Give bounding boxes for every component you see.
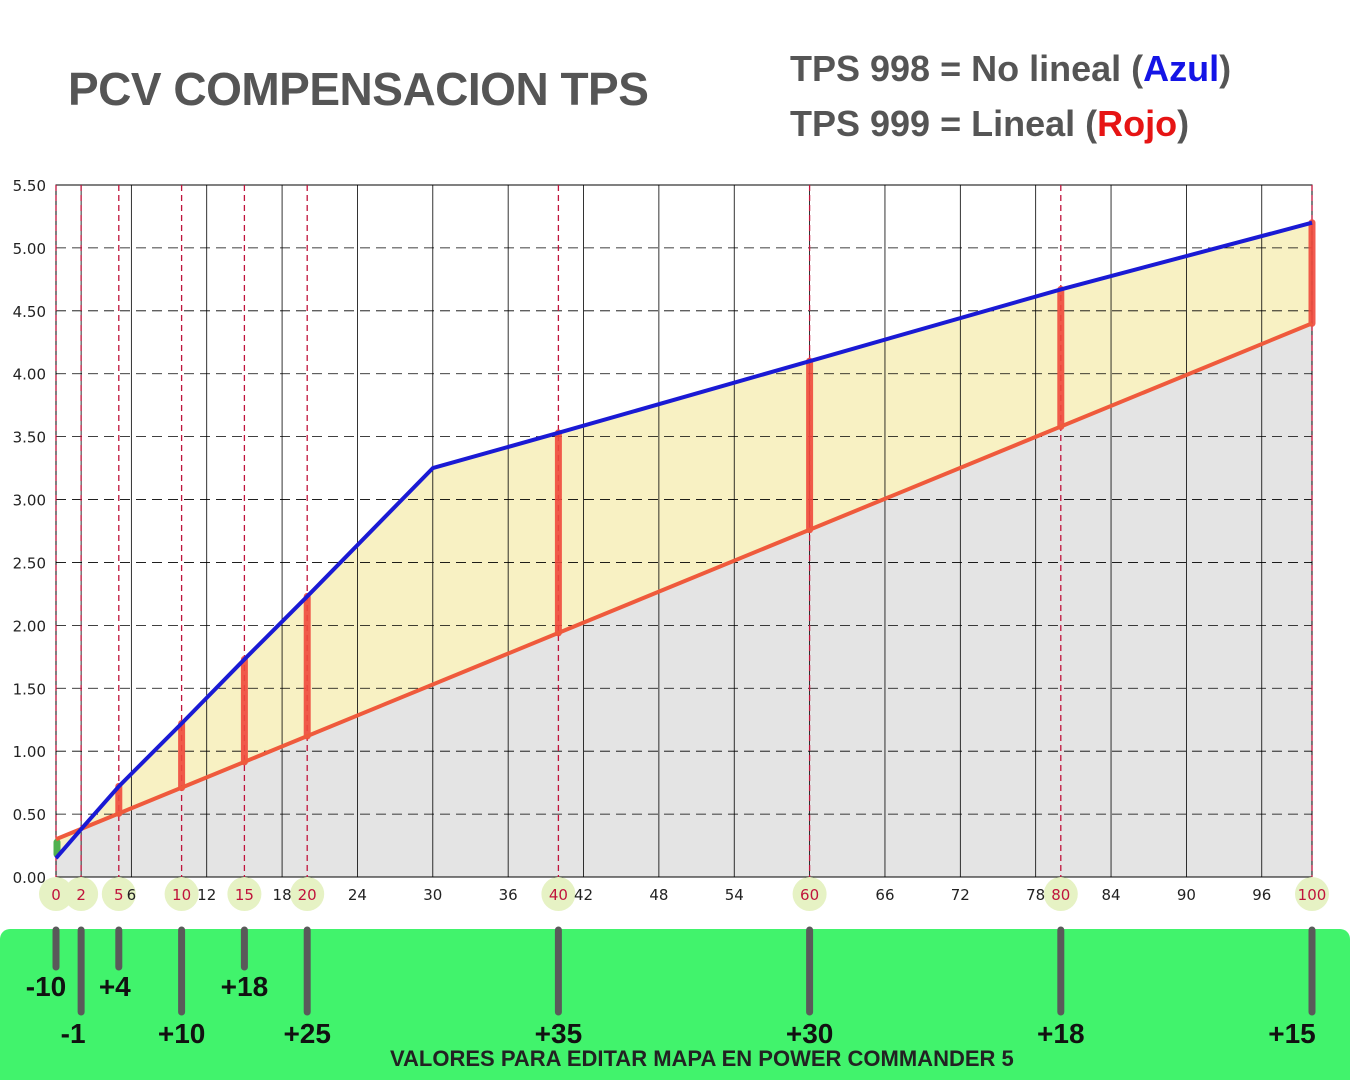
y-tick-label: 3.00 [13, 492, 46, 510]
x-tick-label: 42 [574, 886, 593, 904]
page-title: PCV COMPENSACION TPS [68, 63, 649, 115]
series-line-no-lineal [54, 220, 1313, 860]
x-tick-label: 48 [649, 886, 668, 904]
y-tick-label: 5.50 [13, 177, 46, 195]
value-label: +18 [1037, 1018, 1085, 1049]
marker-circle [101, 877, 136, 911]
marker-circle [290, 877, 325, 911]
area-under-lineal [56, 323, 1312, 877]
x-tick-label: 6 [127, 886, 137, 904]
x-tick-label: 12 [197, 886, 216, 904]
y-tick-label: 4.00 [13, 366, 46, 384]
marker-circle [164, 877, 199, 911]
x-tick-label: 96 [1252, 886, 1271, 904]
y-tick-label: 5.00 [13, 240, 46, 258]
x-tick-label: 54 [725, 886, 744, 904]
y-tick-label: 2.50 [13, 554, 46, 572]
marker-circle [64, 877, 99, 911]
value-label: +35 [535, 1018, 583, 1049]
x-tick-label: 72 [951, 886, 970, 904]
x-tick-label: 84 [1101, 886, 1120, 904]
legend-2-highlight: Rojo [1097, 103, 1178, 144]
x-tick-label: 30 [423, 886, 442, 904]
marker-x-label: 100 [1298, 886, 1327, 904]
value-label: -1 [61, 1018, 86, 1049]
value-label: +25 [283, 1018, 331, 1049]
legend-line-lineal: TPS 999 = Lineal (Rojo) [790, 103, 1189, 145]
value-label: +30 [786, 1018, 834, 1049]
value-label: +15 [1268, 1018, 1316, 1049]
series-line-lineal [55, 321, 1313, 842]
x-tick-label: 36 [499, 886, 518, 904]
marker-x-label: 60 [800, 886, 819, 904]
y-tick-label: 3.50 [13, 429, 46, 447]
marker-x-label: 15 [235, 886, 254, 904]
y-tick-label: 1.50 [13, 680, 46, 698]
x-tick-label: 18 [273, 886, 292, 904]
x-tick-label: 90 [1177, 886, 1196, 904]
marker-x-label: 10 [172, 886, 191, 904]
legend-line-no-lineal: TPS 998 = No lineal (Azul) [790, 48, 1231, 90]
x-tick-label: 78 [1026, 886, 1045, 904]
marker-x-label: 20 [298, 886, 317, 904]
marker-x-label: 2 [76, 886, 86, 904]
legend-2-prefix: TPS 999 = Lineal ( [790, 103, 1098, 144]
marker-x-label: 40 [549, 886, 568, 904]
value-label: +10 [158, 1018, 206, 1049]
x-tick-label: 24 [348, 886, 367, 904]
value-label: +18 [221, 971, 269, 1002]
marker-circle [1043, 877, 1078, 911]
area-between-series [56, 222, 1312, 859]
legend-1-prefix: TPS 998 = No lineal ( [790, 48, 1144, 89]
legend-1-suffix: ) [1219, 48, 1232, 89]
x-tick-label: 66 [875, 886, 894, 904]
y-tick-label: 4.50 [13, 303, 46, 321]
y-tick-label: 1.00 [13, 743, 46, 761]
marker-circle [39, 877, 73, 911]
marker-circle [227, 877, 262, 911]
value-label: +4 [99, 971, 131, 1002]
y-tick-label: 0.00 [13, 869, 46, 887]
marker-circle [792, 877, 827, 911]
y-tick-label: 0.50 [13, 806, 46, 824]
marker-x-label: 0 [51, 886, 61, 904]
legend-1-highlight: Azul [1143, 48, 1220, 89]
marker-x-label: 80 [1051, 886, 1070, 904]
legend-2-suffix: ) [1177, 103, 1190, 144]
marker-circle [1295, 877, 1329, 911]
marker-x-label: 5 [114, 886, 124, 904]
marker-circle [541, 877, 576, 911]
y-tick-label: 2.00 [13, 617, 46, 635]
footer-label: VALORES PARA EDITAR MAPA EN POWER COMMAN… [390, 1046, 1014, 1071]
value-label: -10 [26, 971, 66, 1002]
green-values-panel [0, 929, 1350, 1080]
